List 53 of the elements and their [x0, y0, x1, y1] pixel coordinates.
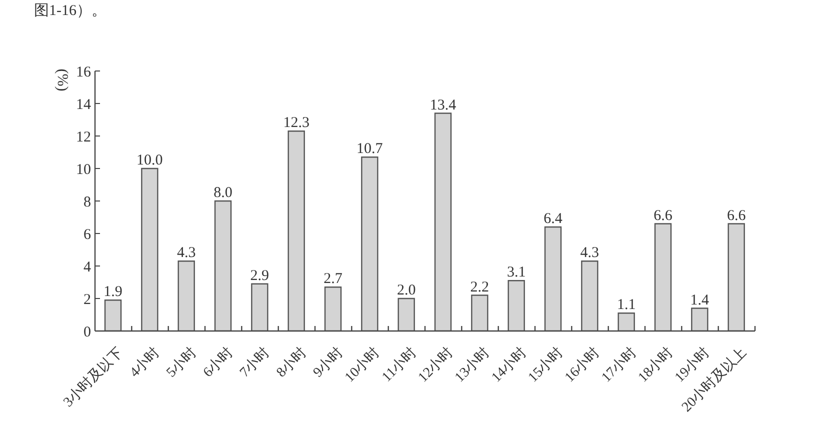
x-tick-label: 3小时及以下 [60, 344, 126, 410]
bar [214, 200, 232, 331]
y-tick-label: 4 [84, 259, 92, 276]
caption: 图1-16）。 [34, 2, 106, 20]
x-tick-label: 5小时 [163, 344, 200, 381]
bar [728, 223, 745, 331]
bar [398, 298, 415, 331]
data-label: 2.2 [470, 279, 490, 296]
y-tick-label: 12 [76, 129, 91, 146]
bar [104, 300, 122, 331]
bar [361, 156, 378, 331]
bar [141, 168, 158, 331]
bar [691, 308, 708, 331]
bar [508, 280, 525, 331]
y-tick-label: 8 [84, 194, 91, 210]
bar [251, 283, 268, 331]
data-label: 10.0 [136, 152, 163, 168]
x-tick-label: 8小时 [273, 344, 310, 381]
bar [618, 312, 635, 331]
data-label: 13.4 [430, 97, 457, 114]
x-tick-label: 7小时 [236, 344, 273, 381]
bar [434, 112, 452, 331]
data-label: 2.0 [396, 282, 416, 298]
data-label: 6.6 [654, 208, 673, 224]
bar [471, 294, 488, 331]
data-label: 10.7 [356, 141, 384, 158]
x-tick-label: 4小时 [126, 344, 163, 381]
data-label: 4.3 [176, 245, 196, 262]
data-label: 4.3 [580, 245, 600, 262]
x-tick-label: 6小时 [200, 344, 236, 381]
bar [288, 130, 305, 331]
data-label: 6.6 [726, 208, 746, 224]
y-axis-title: (%) [54, 68, 70, 92]
y-tick-label: 6 [84, 226, 92, 243]
y-tick-label: 2 [84, 292, 91, 308]
y-tick-label: 10 [76, 162, 91, 178]
y-tick-label: 14 [76, 96, 92, 113]
bar [654, 223, 672, 331]
data-label: 2.9 [250, 268, 270, 284]
data-label: 1.4 [690, 292, 710, 308]
bar [544, 226, 562, 331]
bar [178, 260, 195, 331]
data-label: 1.9 [104, 284, 122, 300]
bar [324, 286, 342, 331]
data-label: 12.3 [283, 115, 310, 132]
data-label: 6.4 [544, 211, 563, 227]
bar [581, 260, 598, 331]
y-tick-label: 0 [84, 324, 91, 340]
y-tick-label: 16 [76, 64, 92, 80]
data-label: 2.7 [324, 271, 343, 288]
data-label: 3.1 [506, 264, 526, 281]
data-label: 8.0 [214, 185, 232, 201]
data-label: 1.1 [616, 297, 636, 314]
